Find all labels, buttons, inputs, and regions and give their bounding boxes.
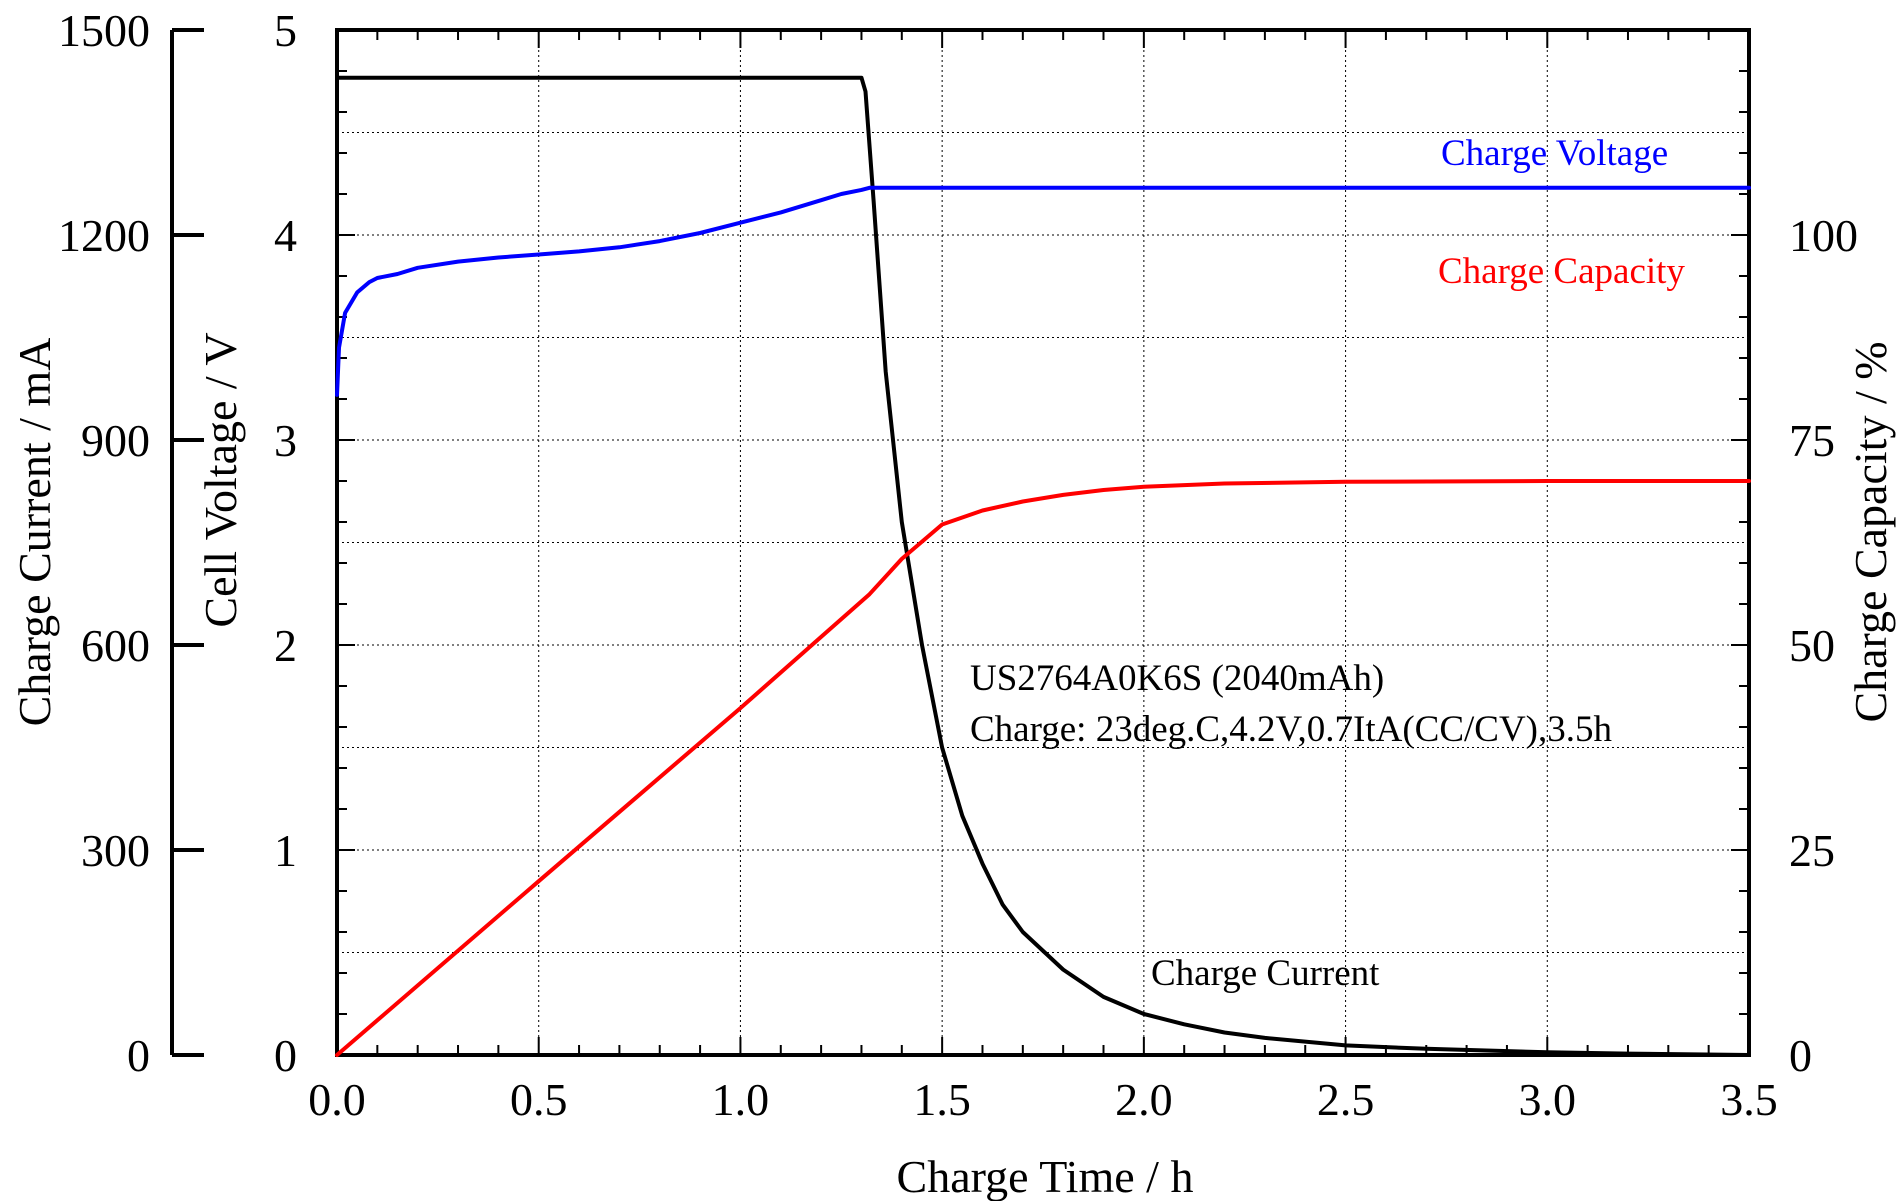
x-tick-label: 3.0: [1519, 1074, 1577, 1125]
voltage-tick-label: 5: [274, 5, 297, 56]
capacity-tick-label: 75: [1789, 415, 1835, 466]
voltage-tick-label: 4: [274, 210, 297, 261]
series-line-charge-voltage: [335, 185, 1751, 397]
voltage-tick-label: 3: [274, 415, 297, 466]
tick-labels: 0.0 0.5 1.0 1.5 2.0 2.5 3.0 3.50300600900120015…: [58, 5, 1858, 1125]
label-charge-current: Charge Current: [1151, 953, 1380, 994]
series-line-charge-capacity: [335, 479, 1751, 1057]
x-tick-label: 3.5: [1720, 1074, 1778, 1125]
voltage-tick-label: 1: [274, 825, 297, 876]
capacity-tick-label: 0: [1789, 1030, 1812, 1081]
series-lines: [335, 75, 1751, 1057]
x-tick-label: 1.0: [712, 1074, 770, 1125]
capacity-tick-label: 50: [1789, 620, 1835, 671]
plot-frame: [335, 28, 1751, 1057]
current-tick-label: 1500: [58, 5, 150, 56]
voltage-axis-title: Cell Voltage / V: [195, 332, 246, 627]
series-line-charge-current: [335, 75, 1751, 1057]
current-axis-title: Charge Current / mA: [9, 338, 60, 727]
grid: [337, 30, 1749, 1055]
label-charge-capacity: Charge Capacity: [1438, 251, 1685, 292]
current-tick-label: 1200: [58, 210, 150, 261]
annotation-charge-conditions: Charge: 23deg.C,4.2V,0.7ItA(CC/CV),3.5h: [970, 709, 1613, 750]
annotation-battery-model: US2764A0K6S (2040mAh): [970, 658, 1384, 699]
label-charge-voltage: Charge Voltage: [1441, 133, 1668, 174]
x-axis-title: Charge Time / h: [897, 1151, 1194, 1201]
capacity-axis-title: Charge Capacity / %: [1845, 341, 1896, 722]
capacity-tick-label: 25: [1789, 825, 1835, 876]
x-tick-label: 1.5: [913, 1074, 971, 1125]
x-tick-label: 0.0: [308, 1074, 366, 1125]
capacity-tick-label: 100: [1789, 210, 1858, 261]
voltage-tick-label: 0: [274, 1030, 297, 1081]
current-tick-label: 600: [81, 620, 150, 671]
current-tick-label: 0: [127, 1030, 150, 1081]
current-tick-label: 900: [81, 415, 150, 466]
current-tick-label: 300: [81, 825, 150, 876]
x-tick-label: 2.5: [1317, 1074, 1375, 1125]
x-tick-label: 2.0: [1115, 1074, 1173, 1125]
voltage-tick-label: 2: [274, 620, 297, 671]
axes: [170, 28, 1751, 1057]
x-tick-label: 0.5: [510, 1074, 568, 1125]
